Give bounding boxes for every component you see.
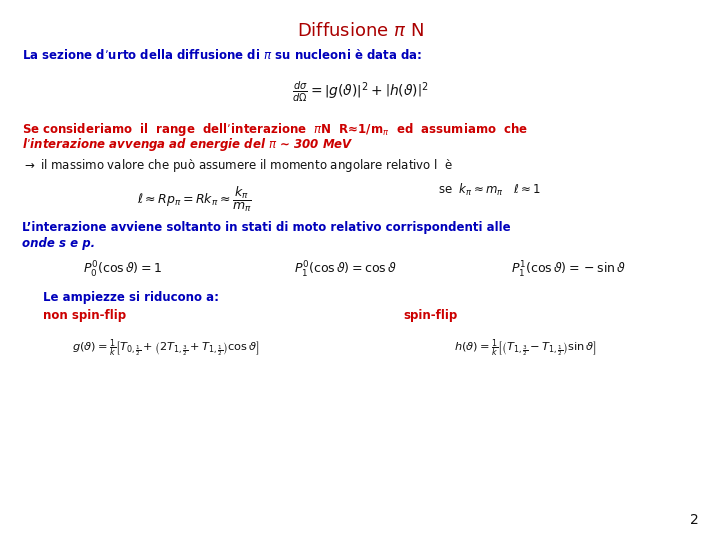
Text: $P_1^{0}(\cos\vartheta) = \cos\vartheta$: $P_1^{0}(\cos\vartheta) = \cos\vartheta$	[294, 260, 397, 280]
Text: $g(\vartheta) = \frac{1}{k}\left[T_{0,\frac{1}{2}} + \left(2T_{1,\frac{3}{2}} + : $g(\vartheta) = \frac{1}{k}\left[T_{0,\f…	[72, 338, 259, 360]
Text: $\frac{d\sigma}{d\Omega} = \left|g(\vartheta)\right|^2 + \left|h(\vartheta)\righ: $\frac{d\sigma}{d\Omega} = \left|g(\vart…	[292, 80, 428, 104]
Text: Diffusione $\pi$ N: Diffusione $\pi$ N	[297, 22, 423, 39]
Text: spin-flip: spin-flip	[403, 309, 457, 322]
Text: $h(\vartheta) = \frac{1}{k}\left[\left(T_{1,\frac{3}{2}} - T_{1,\frac{1}{2}}\rig: $h(\vartheta) = \frac{1}{k}\left[\left(T…	[454, 338, 597, 360]
Text: $\rightarrow$ il massimo valore che può assumere il momento angolare relativo l : $\rightarrow$ il massimo valore che può …	[22, 157, 453, 173]
Text: 2: 2	[690, 512, 698, 526]
Text: Se consideriamo  il  range  dell’interazione  $\pi$N  R≈1/m$_{\pi}$  ed  assumia: Se consideriamo il range dell’interazion…	[22, 122, 528, 138]
Text: se  $k_{\pi} \approx m_{\pi}$   $\ell \approx 1$: se $k_{\pi} \approx m_{\pi}$ $\ell \appr…	[438, 182, 541, 198]
Text: L’interazione avviene soltanto in stati di moto relativo corrispondenti alle: L’interazione avviene soltanto in stati …	[22, 221, 510, 234]
Text: $P_1^{1}(\cos\vartheta) = -\sin\vartheta$: $P_1^{1}(\cos\vartheta) = -\sin\vartheta…	[511, 260, 626, 280]
Text: l’interazione avvenga ad energie del $\pi$ ∼ 300 MeV: l’interazione avvenga ad energie del $\p…	[22, 136, 354, 153]
Text: $\ell \approx Rp_{\pi} = R k_{\pi} \approx \dfrac{k_{\pi}}{m_{\pi}}$: $\ell \approx Rp_{\pi} = R k_{\pi} \appr…	[137, 185, 252, 214]
Text: Le ampiezze si riducono a:: Le ampiezze si riducono a:	[43, 291, 219, 303]
Text: onde s e p.: onde s e p.	[22, 237, 95, 249]
Text: non spin-flip: non spin-flip	[43, 309, 126, 322]
Text: $P_0^{0}(\cos\vartheta) = 1$: $P_0^{0}(\cos\vartheta) = 1$	[83, 260, 162, 280]
Text: La sezione d’urto della diffusione di $\pi$ su nucleoni è data da:: La sezione d’urto della diffusione di $\…	[22, 48, 422, 62]
